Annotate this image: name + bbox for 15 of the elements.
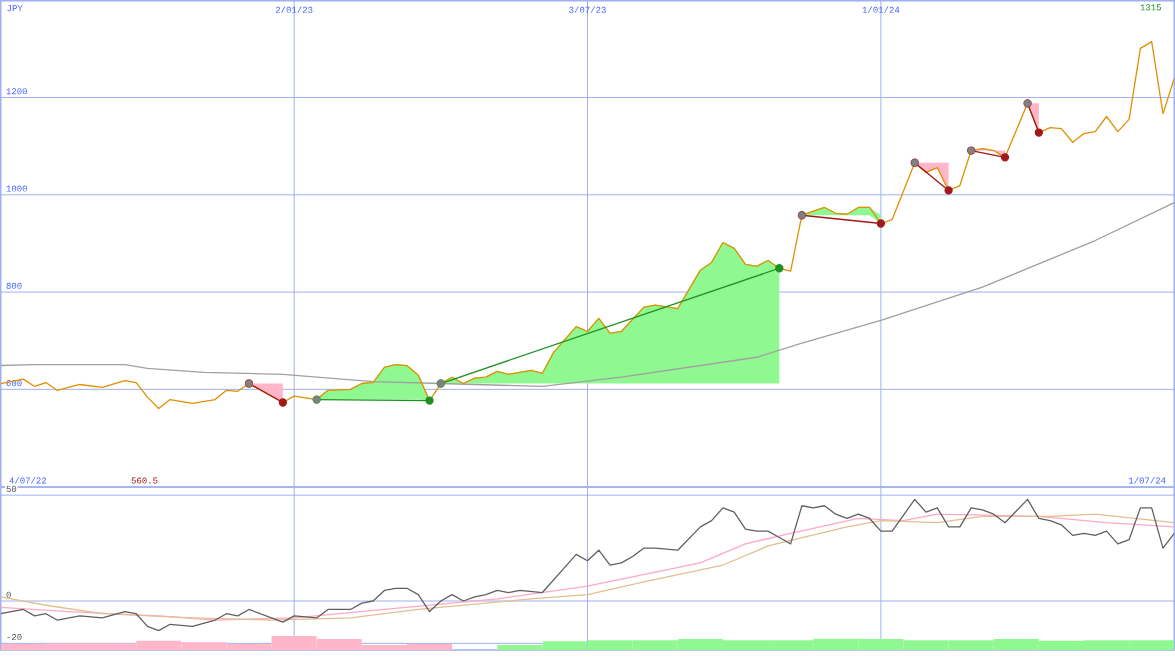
annotation: 4/07/22 xyxy=(9,477,47,484)
y-tick-label: 0 xyxy=(6,591,11,598)
annotation: 560.5 xyxy=(131,477,158,484)
annotation: 1/07/24 xyxy=(1128,477,1166,484)
annotation: 1315 xyxy=(1140,4,1161,11)
y-tick-label: 800 xyxy=(6,282,22,289)
y-tick-label: -20 xyxy=(7,634,22,641)
y-tick-label: 1000 xyxy=(6,185,27,192)
x-tick-label: 1/01/24 xyxy=(862,6,900,13)
y-tick-label: 1200 xyxy=(6,88,27,95)
y-axis-title: JPY xyxy=(7,5,23,12)
x-tick-label: 3/07/23 xyxy=(569,6,606,13)
y-tick-label: 50 xyxy=(6,485,17,493)
y-tick-label: 600 xyxy=(6,380,22,387)
x-tick-label: 2/01/23 xyxy=(275,6,313,13)
